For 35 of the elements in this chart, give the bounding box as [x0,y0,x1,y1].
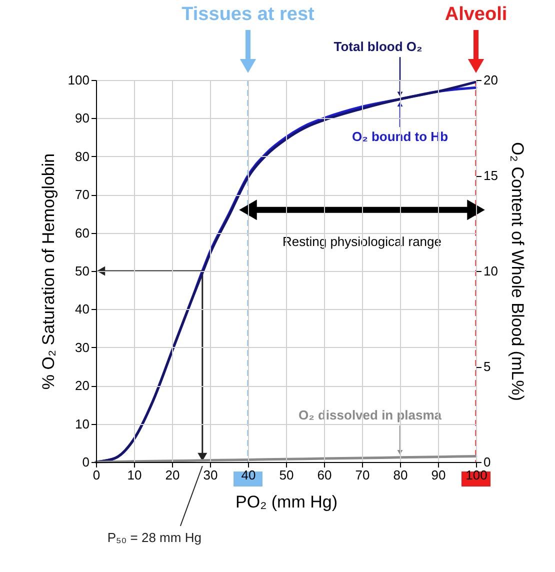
x-axis-title: PO₂ (mm Hg) [236,492,338,512]
ref-line-label: Tissues at rest [182,4,316,25]
x-tick-label: 90 [431,468,446,482]
y-tick-label: 40 [75,302,90,317]
y-tick-label: 50 [75,264,90,278]
y-tick-label: 90 [75,110,90,126]
y-tick-label: 0 [82,454,90,470]
x-tick-label: 40 [241,468,256,482]
x-tick-label: 50 [279,468,294,482]
y-tick-label: 100 [68,72,90,88]
annotation: P₅₀ = 28 mm Hg [107,530,202,545]
text: Total blood O₂ [334,39,423,54]
y2-axis-title: O₂ Content of Whole Blood (mL%) [508,142,527,401]
y2-tick-label: 5 [484,359,491,374]
x-tick-label: 0 [92,468,100,482]
x-tick-label: 60 [317,468,332,482]
text: O₂ dissolved in plasma [298,407,442,422]
y-tick-label: 70 [75,187,90,202]
y-tick-label: 60 [75,225,90,240]
y2-tick-label: 10 [484,264,498,278]
x-tick-label: 30 [203,468,218,482]
y2-tick-label: 20 [484,72,498,88]
x-tick-label: 70 [355,468,370,482]
x-tick-label: 20 [165,468,180,482]
y-tick-label: 10 [75,416,90,432]
y-tick-label: 20 [75,378,90,394]
x-tick-label: 80 [393,468,408,482]
y2-tick-label: 0 [484,454,491,470]
y-tick-label: 80 [75,148,90,164]
ref-line-label: Alveoli [444,4,508,25]
x-tick-label: 100 [466,468,488,482]
y-tick-label: 30 [75,340,90,355]
x-tick-label: 10 [127,468,142,482]
y2-tick-label: 15 [484,168,498,183]
y-axis-title: % O₂ Saturation of Hemoglobin [38,153,58,390]
